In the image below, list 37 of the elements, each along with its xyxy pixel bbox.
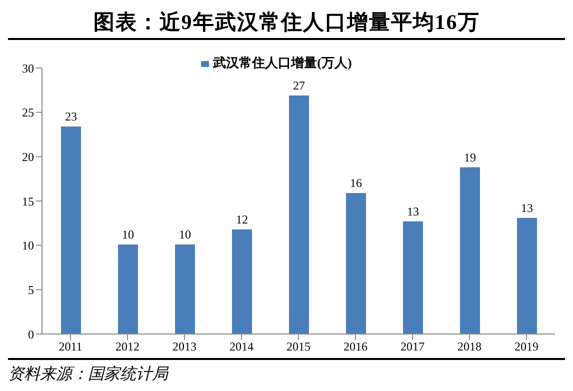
bar	[61, 126, 81, 334]
bar	[460, 167, 480, 334]
bar	[118, 244, 138, 334]
x-tick-label: 2019	[514, 340, 538, 354]
legend-label: 武汉常住人口增量(万人)	[213, 55, 352, 70]
data-label: 10	[122, 227, 134, 242]
bar	[232, 229, 252, 334]
x-tick-label: 2016	[344, 340, 368, 354]
bar	[289, 95, 309, 334]
y-tick-label: 25	[22, 106, 34, 120]
x-tick-label: 2015	[286, 340, 310, 354]
data-label: 19	[464, 150, 476, 164]
bar	[403, 221, 423, 334]
x-tick-label: 2013	[172, 340, 196, 354]
x-tick-label: 2018	[458, 340, 482, 354]
y-tick-label: 0	[28, 327, 34, 342]
bar	[346, 193, 366, 334]
data-label: 10	[179, 227, 191, 242]
x-tick-label: 2014	[230, 340, 254, 354]
y-tick-label: 30	[22, 61, 34, 76]
chart-title: 图表：近9年武汉常住人口增量平均16万	[8, 8, 565, 40]
data-label: 13	[521, 200, 533, 215]
x-tick-label: 2012	[116, 340, 140, 354]
y-tick-label: 20	[22, 150, 34, 164]
y-tick-label: 5	[28, 282, 34, 297]
bar	[175, 244, 195, 334]
x-tick-label: 2011	[58, 340, 82, 354]
y-tick-label: 15	[22, 194, 34, 208]
data-label: 13	[407, 204, 419, 218]
bar	[517, 218, 537, 334]
x-tick-label: 2017	[400, 340, 424, 354]
text: 资料来源：国家统计局	[8, 364, 170, 385]
data-label: 16	[350, 176, 362, 190]
data-label: 23	[65, 110, 77, 124]
data-label: 27	[293, 78, 305, 92]
data-label: 12	[236, 212, 248, 226]
y-tick-label: 10	[22, 238, 34, 253]
